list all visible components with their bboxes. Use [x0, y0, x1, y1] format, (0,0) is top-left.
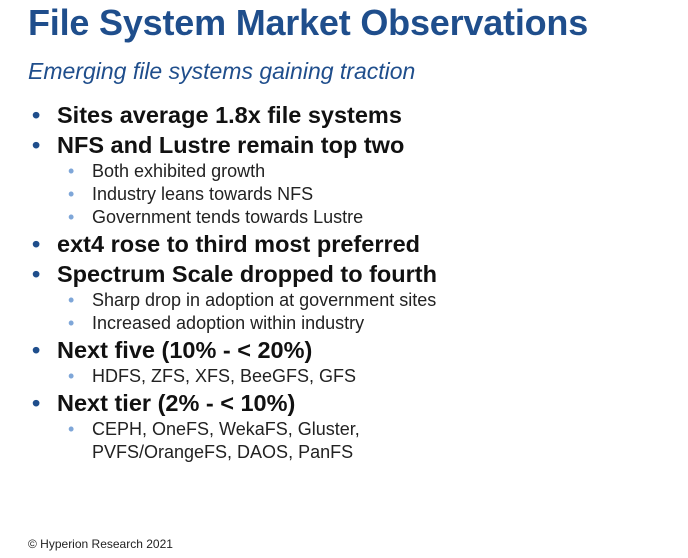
- sub-bullet-dot-icon: •: [68, 290, 75, 310]
- sub-bullet-continuation: PVFS/OrangeFS, DAOS, PanFS: [0, 441, 688, 464]
- sub-bullet-text: CEPH, OneFS, WekaFS, Gluster,: [92, 419, 360, 439]
- sub-bullet-dot-icon: •: [68, 313, 75, 333]
- sub-bullet: • Both exhibited growth: [0, 160, 688, 183]
- sub-bullet: • Increased adoption within industry: [0, 312, 688, 335]
- sub-bullet: • Government tends towards Lustre: [0, 206, 688, 229]
- sub-bullet-dot-icon: •: [68, 207, 75, 227]
- main-bullet-text: ext4 rose to third most preferred: [57, 231, 421, 257]
- bullet-group-5: • Next five (10% - < 20%) • HDFS, ZFS, XFS…: [0, 335, 688, 388]
- bullet-list: • Sites average 1.8x file systems • NFS an…: [0, 100, 688, 464]
- sub-bullet-list: • Both exhibited growth • Industry leans t…: [0, 160, 688, 229]
- bullet-dot-icon: •: [32, 102, 41, 128]
- bullet-dot-icon: •: [32, 132, 41, 158]
- sub-bullet-text: PVFS/OrangeFS, DAOS, PanFS: [92, 442, 354, 462]
- sub-bullet: • HDFS, ZFS, XFS, BeeGFS, GFS: [0, 365, 688, 388]
- sub-bullet-text: Both exhibited growth: [92, 161, 266, 181]
- sub-bullet-text: Government tends towards Lustre: [92, 207, 364, 227]
- main-bullet-text: Sites average 1.8x file systems: [57, 102, 402, 128]
- sub-bullet-dot-icon: •: [68, 161, 75, 181]
- main-bullet-text: Next five (10% - < 20%): [57, 337, 313, 363]
- main-bullet: • Sites average 1.8x file systems: [0, 100, 688, 130]
- sub-bullet-text: Industry leans towards NFS: [92, 184, 314, 204]
- sub-bullet: • Sharp drop in adoption at government si…: [0, 289, 688, 312]
- sub-bullet-list: • CEPH, OneFS, WekaFS, Gluster, PVFS/Oran…: [0, 418, 688, 464]
- sub-bullet-list: • HDFS, ZFS, XFS, BeeGFS, GFS: [0, 365, 688, 388]
- bullet-dot-icon: •: [32, 261, 41, 287]
- sub-bullet-list: • Sharp drop in adoption at government si…: [0, 289, 688, 335]
- bullet-group-6: • Next tier (2% - < 10%) • CEPH, OneFS, We…: [0, 388, 688, 464]
- main-bullet: • Next tier (2% - < 10%): [0, 388, 688, 418]
- main-bullet: • Spectrum Scale dropped to fourth: [0, 259, 688, 289]
- sub-bullet: • CEPH, OneFS, WekaFS, Gluster,: [0, 418, 688, 441]
- main-bullet: • Next five (10% - < 20%): [0, 335, 688, 365]
- sub-bullet-text: Sharp drop in adoption at government sit…: [92, 290, 437, 310]
- bullet-dot-icon: •: [32, 231, 41, 257]
- bullet-group-1: • Sites average 1.8x file systems: [0, 100, 688, 130]
- sub-bullet-text: Increased adoption within industry: [92, 313, 365, 333]
- bullet-dot-icon: •: [32, 337, 41, 363]
- bullet-group-3: • ext4 rose to third most preferred: [0, 229, 688, 259]
- sub-bullet-dot-icon: •: [68, 366, 75, 386]
- sub-bullet-text: HDFS, ZFS, XFS, BeeGFS, GFS: [92, 366, 357, 386]
- copyright-footer: © Hyperion Research 2021: [28, 537, 173, 551]
- bullet-dot-icon: •: [32, 390, 41, 416]
- main-bullet-text: NFS and Lustre remain top two: [57, 132, 405, 158]
- bullet-group-4: • Spectrum Scale dropped to fourth • Sharp…: [0, 259, 688, 335]
- main-bullet-text: Next tier (2% - < 10%): [57, 390, 296, 416]
- main-bullet: • NFS and Lustre remain top two: [0, 130, 688, 160]
- slide-subtitle: Emerging file systems gaining traction: [28, 58, 416, 84]
- sub-bullet-dot-icon: •: [68, 184, 75, 204]
- main-bullet: • ext4 rose to third most preferred: [0, 229, 688, 259]
- main-bullet-text: Spectrum Scale dropped to fourth: [57, 261, 437, 287]
- sub-bullet: • Industry leans towards NFS: [0, 183, 688, 206]
- sub-bullet-dot-icon: •: [68, 419, 75, 439]
- slide-title: File System Market Observations: [28, 2, 589, 43]
- bullet-group-2: • NFS and Lustre remain top two • Both exh…: [0, 130, 688, 229]
